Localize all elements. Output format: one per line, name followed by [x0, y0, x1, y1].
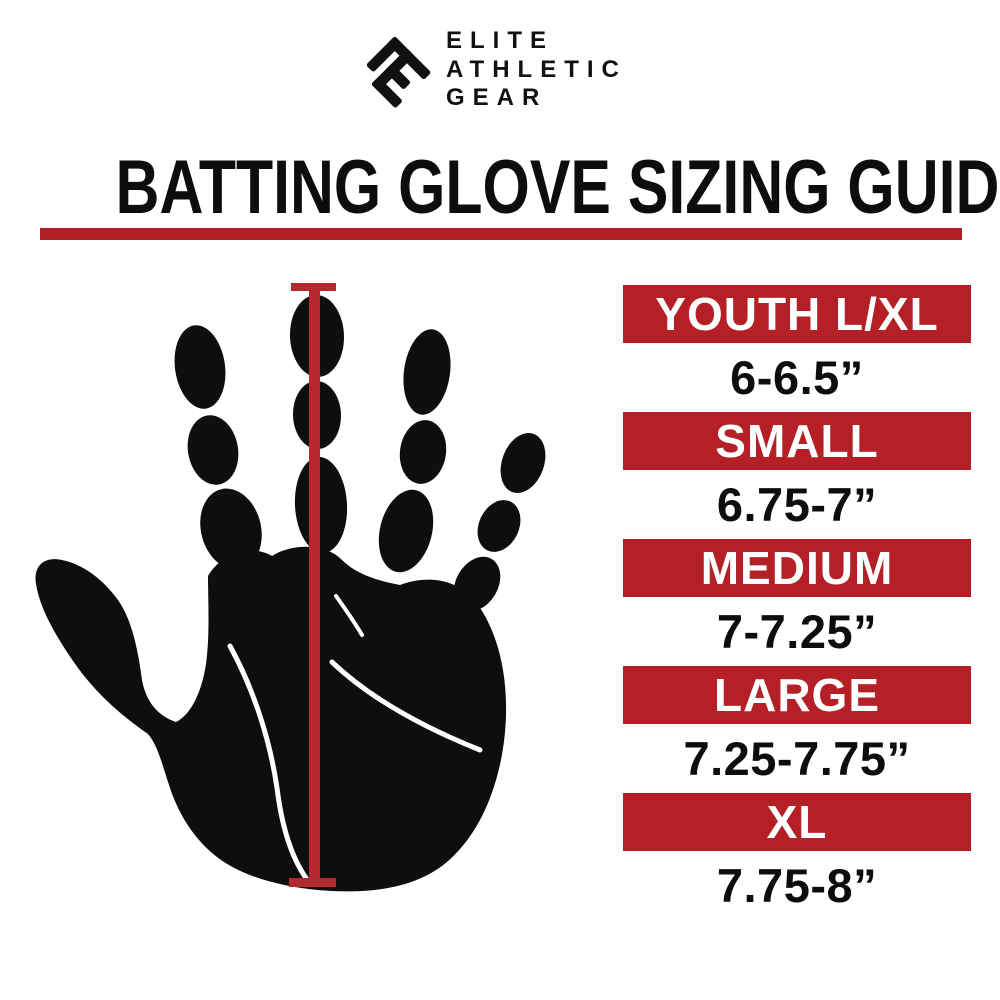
page-title: BATTING GLOVE SIZING GUIDE: [115, 145, 1000, 230]
brand-line-1: ELITE: [446, 27, 555, 54]
brand-line-2: ATHLETIC: [446, 55, 627, 83]
brand-logo-e-icon: [366, 37, 431, 108]
size-banner: XL: [623, 793, 971, 851]
pinky-finger-segment: [477, 500, 521, 552]
ring-finger-segment: [399, 420, 447, 484]
size-range: 6.75-7”: [716, 478, 878, 531]
size-range: 7-7.25”: [716, 605, 878, 658]
index-finger-segment: [200, 488, 262, 570]
ring-finger-segment: [403, 329, 451, 415]
size-row: MEDIUM 7-7.25”: [623, 539, 971, 666]
size-range: 7.25-7.75”: [683, 732, 911, 785]
palm-and-thumb-shape: [35, 546, 507, 892]
size-banner: SMALL: [623, 412, 971, 470]
size-row: LARGE 7.25-7.75”: [623, 666, 971, 793]
palm-crease: [334, 594, 364, 637]
size-banner-label: SMALL: [715, 415, 879, 467]
pinky-finger-segment: [453, 556, 501, 612]
size-range: 6-6.5”: [730, 351, 864, 404]
pinky-finger-segment: [500, 432, 546, 494]
logo-e-mid-arm: [385, 64, 410, 89]
measure-line-top-cap: [291, 283, 336, 291]
measure-line-bottom-cap: [289, 878, 336, 887]
logo-e-bottom-arm: [372, 77, 402, 108]
brand-line-3: GEAR: [446, 84, 548, 111]
palm-crease: [329, 659, 483, 753]
ring-finger-segment: [378, 489, 434, 573]
measurement-line-icon: [289, 283, 336, 887]
size-banner-label: MEDIUM: [700, 542, 894, 594]
hand-measurement-figure: [35, 283, 546, 892]
size-banner: YOUTH L/XL: [623, 285, 971, 343]
index-finger-segment: [174, 325, 226, 409]
size-banner: LARGE: [623, 666, 971, 724]
size-banner-label: LARGE: [714, 669, 880, 721]
brand-wordmark: ELITE ATHLETIC GEAR: [446, 27, 627, 113]
size-row: SMALL 6.75-7”: [623, 412, 971, 539]
title-underline: [40, 228, 962, 240]
size-banner-label: YOUTH L/XL: [655, 288, 939, 340]
handprint-silhouette-icon: [35, 295, 546, 892]
size-range: 7.75-8”: [716, 859, 878, 912]
palm-crease: [227, 643, 309, 881]
measure-line-vertical: [309, 285, 320, 885]
middle-finger-segment: [294, 457, 348, 553]
size-table: YOUTH L/XL 6-6.5” SMALL 6.75-7” MEDIUM 7…: [623, 285, 971, 920]
size-row: XL 7.75-8”: [623, 793, 971, 920]
size-banner-label: XL: [766, 796, 828, 848]
size-row: YOUTH L/XL 6-6.5”: [623, 285, 971, 412]
index-finger-segment: [187, 415, 239, 485]
size-banner: MEDIUM: [623, 539, 971, 597]
